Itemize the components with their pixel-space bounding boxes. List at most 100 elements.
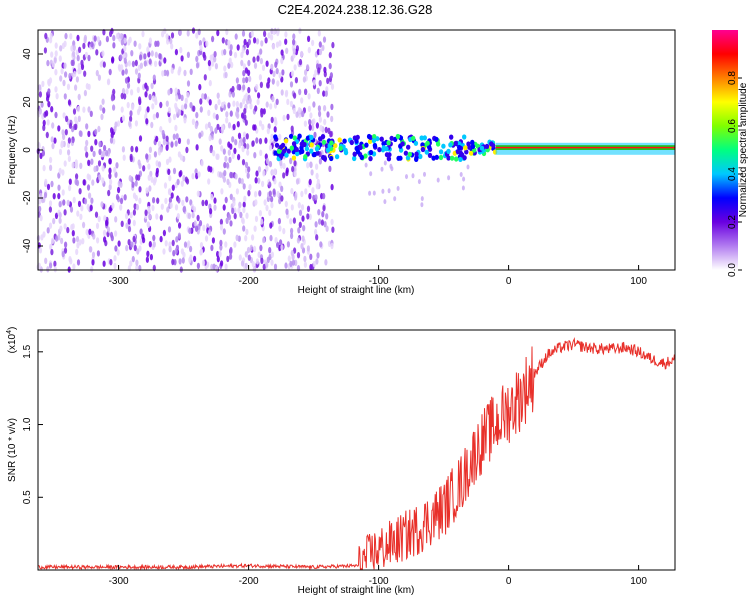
noise-speckle [149, 253, 153, 261]
noise-speckle [53, 137, 57, 144]
noise-speckle [326, 111, 330, 118]
noise-speckle [48, 206, 53, 213]
noise-speckle [270, 259, 274, 266]
band-blob [438, 149, 444, 155]
noise-speckle [125, 222, 129, 229]
noise-speckle [143, 60, 147, 67]
noise-speckle [323, 118, 327, 126]
noise-speckle [266, 256, 270, 263]
noise-speckle [273, 126, 277, 133]
noise-speckle [165, 33, 169, 40]
noise-speckle [217, 98, 221, 106]
noise-speckle [280, 185, 284, 192]
band-tail [390, 166, 394, 172]
noise-speckle [324, 90, 328, 97]
noise-speckle [119, 54, 123, 61]
noise-speckle [250, 30, 254, 38]
noise-speckle [150, 82, 154, 90]
noise-speckle [83, 36, 87, 44]
noise-speckle [294, 77, 298, 84]
spectrogram-x-ticks: -300 -200 -100 0 100 [109, 265, 647, 287]
snr-x-tick-label: 100 [630, 576, 647, 587]
noise-speckle [172, 133, 176, 140]
noise-speckle [97, 125, 101, 133]
noise-speckle [126, 101, 130, 109]
noise-speckle [68, 72, 72, 80]
noise-speckle [254, 191, 258, 198]
noise-speckle [311, 124, 315, 131]
noise-speckle [164, 240, 168, 247]
noise-speckle [271, 43, 276, 50]
noise-speckle [270, 251, 274, 258]
noise-speckle [127, 218, 131, 225]
noise-speckle [158, 53, 162, 60]
noise-speckle [92, 233, 96, 240]
noise-speckle [243, 107, 247, 115]
noise-speckle [102, 229, 107, 237]
noise-speckle [134, 120, 138, 127]
noise-speckle [208, 229, 212, 236]
noise-speckle [326, 77, 330, 85]
noise-speckle [112, 88, 116, 96]
noise-speckle [172, 113, 177, 121]
noise-speckle [259, 149, 263, 156]
noise-speckle [318, 41, 322, 48]
noise-speckle [248, 75, 252, 83]
noise-speckle [76, 210, 80, 217]
noise-speckle [110, 95, 114, 102]
noise-speckle [145, 256, 149, 263]
noise-speckle [175, 133, 179, 140]
band-blob [419, 135, 424, 141]
band-blob [288, 133, 294, 139]
noise-speckle [242, 136, 246, 144]
noise-speckle [212, 263, 216, 270]
noise-speckle [45, 131, 49, 139]
noise-speckle [317, 67, 321, 74]
noise-speckle [187, 240, 191, 247]
noise-speckle [269, 234, 273, 242]
noise-speckle [234, 33, 238, 40]
noise-speckle [211, 237, 215, 244]
noise-speckle [225, 111, 229, 118]
noise-speckle [137, 159, 141, 166]
noise-speckle [275, 98, 279, 106]
band-blob [295, 151, 300, 157]
noise-speckle [72, 50, 76, 58]
noise-speckle [242, 70, 246, 77]
noise-speckle [141, 30, 145, 38]
noise-speckle [220, 188, 224, 195]
noise-speckle [157, 140, 162, 148]
noise-speckle [60, 141, 64, 149]
noise-speckle [251, 261, 255, 268]
noise-speckle [165, 144, 169, 151]
noise-speckle [228, 156, 232, 164]
noise-speckle [231, 207, 235, 214]
noise-speckle [282, 227, 286, 235]
noise-speckle [174, 124, 178, 132]
noise-speckle [59, 75, 63, 82]
noise-speckle [258, 120, 263, 127]
band-blob [358, 144, 363, 151]
noise-speckle [268, 144, 273, 151]
noise-speckle [147, 205, 151, 213]
noise-speckle [220, 101, 225, 109]
band-blob [305, 135, 311, 141]
noise-speckle [121, 87, 126, 95]
noise-speckle [317, 209, 321, 216]
noise-speckle [120, 106, 124, 113]
band-blob [297, 133, 302, 139]
spectrogram-y-tick-label: 20 [22, 96, 33, 108]
band-blob [449, 134, 454, 140]
noise-speckle [58, 55, 62, 62]
noise-speckle [121, 115, 126, 122]
noise-speckle [69, 33, 73, 40]
noise-speckle [322, 36, 327, 43]
noise-speckle [219, 224, 224, 231]
noise-speckle [210, 244, 214, 252]
noise-speckle [259, 244, 263, 252]
noise-speckle [295, 111, 299, 118]
noise-speckle [85, 139, 89, 147]
noise-speckle [116, 120, 121, 127]
noise-speckle [186, 138, 190, 145]
noise-speckle [137, 174, 141, 181]
